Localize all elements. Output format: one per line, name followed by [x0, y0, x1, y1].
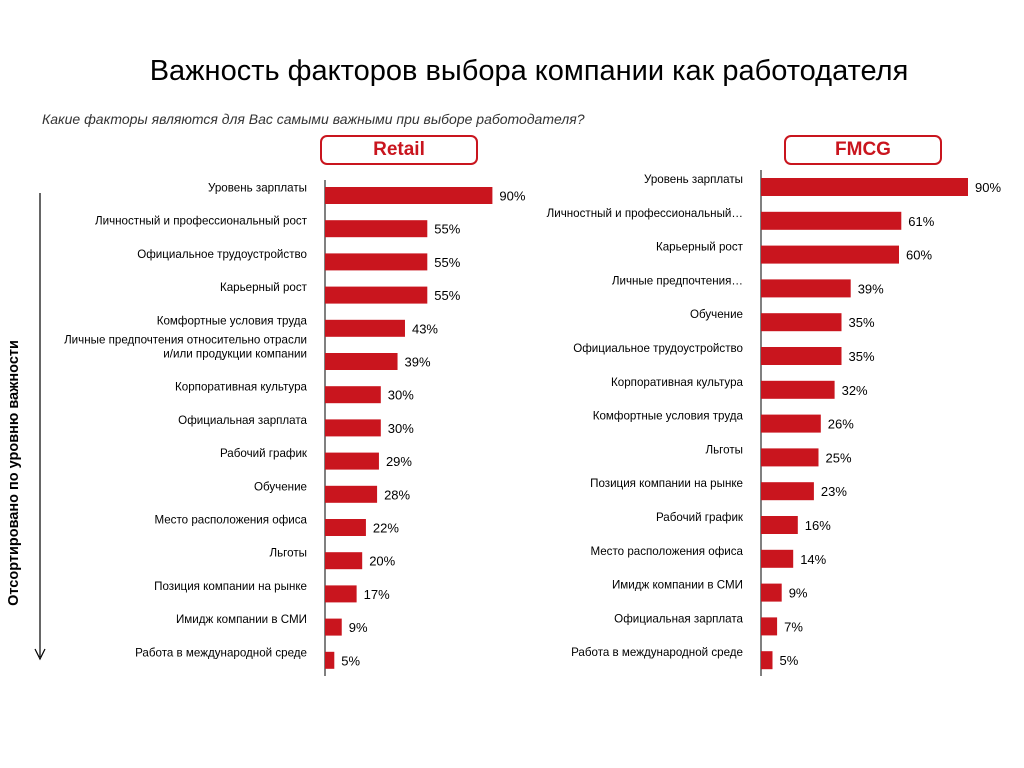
data-label: 60% [906, 248, 932, 263]
fmcg-tag: FMCG [784, 135, 942, 165]
data-label: 7% [784, 619, 803, 634]
retail-tag: Retail [320, 135, 478, 165]
data-label: 32% [842, 383, 868, 398]
category-label: Обучение [690, 308, 743, 321]
category-label: Рабочий график [220, 447, 308, 460]
category-label: Льготы [270, 547, 307, 560]
bar [325, 651, 335, 669]
category-label: Обучение [254, 480, 307, 493]
bar [325, 386, 381, 404]
bar [761, 245, 899, 264]
data-label: 30% [388, 421, 414, 436]
data-label: 55% [434, 255, 460, 270]
data-label: 5% [341, 653, 360, 668]
data-label: 9% [349, 620, 368, 635]
category-label: Карьерный рост [656, 241, 744, 254]
bar [761, 448, 819, 467]
category-label: Комфортные условия труда [157, 314, 308, 327]
category-label: Место расположения офиса [154, 514, 307, 527]
data-label: 26% [828, 417, 854, 432]
bar [761, 583, 782, 602]
bar [325, 220, 428, 238]
data-label: 17% [364, 587, 390, 602]
bar [761, 279, 851, 298]
bar [325, 452, 379, 470]
bar [325, 286, 428, 304]
bar [761, 414, 821, 433]
bar [761, 549, 794, 568]
category-label: Уровень зарплаты [208, 182, 307, 195]
data-label: 90% [975, 180, 1001, 195]
category-label: Личные предпочтения относительно отрасли… [64, 334, 307, 361]
sort-arrow [34, 193, 46, 661]
data-label: 55% [434, 222, 460, 237]
bar [325, 618, 342, 636]
bar [325, 319, 405, 337]
category-label: Официальная зарплата [614, 612, 743, 625]
bar [325, 419, 381, 437]
bar [325, 585, 357, 603]
data-label: 16% [805, 518, 831, 533]
category-label: Имидж компании в СМИ [176, 613, 307, 626]
category-label: Имидж компании в СМИ [612, 579, 743, 592]
bar [761, 380, 835, 399]
data-label: 23% [821, 484, 847, 499]
survey-question: Какие факторы являются для Вас самыми ва… [42, 111, 585, 127]
data-label: 28% [384, 487, 410, 502]
data-label: 20% [369, 554, 395, 569]
data-label: 25% [826, 450, 852, 465]
bar [761, 178, 968, 196]
category-label: Личностный и профессиональный рост [95, 215, 308, 228]
data-label: 5% [780, 653, 799, 668]
data-label: 22% [373, 521, 399, 536]
data-label: 43% [412, 321, 438, 336]
category-label: Уровень зарплаты [644, 173, 743, 186]
category-label: Карьерный рост [220, 281, 308, 294]
data-label: 90% [499, 189, 525, 204]
category-label: Льготы [706, 443, 743, 456]
category-label: Личные предпочтения… [612, 274, 743, 287]
bar [761, 617, 778, 636]
category-label: Официальная зарплата [178, 414, 307, 427]
category-label: Позиция компании на рынке [590, 477, 743, 490]
category-label: Комфортные условия труда [593, 410, 744, 423]
bar [761, 211, 902, 230]
bar [761, 651, 773, 670]
bar [325, 187, 493, 204]
data-label: 35% [849, 349, 875, 364]
bar [325, 552, 363, 570]
bar [761, 347, 842, 365]
bar [325, 519, 366, 536]
bar [761, 482, 814, 501]
bar [325, 253, 428, 271]
category-label: Официальное трудоустройство [137, 248, 307, 261]
page-title: Важность факторов выбора компании как ра… [149, 55, 909, 87]
category-label: Корпоративная культура [175, 381, 308, 394]
category-label: Работа в международной среде [135, 646, 307, 659]
data-label: 61% [908, 214, 934, 229]
data-label: 55% [434, 288, 460, 303]
fmcg-chart: 90% Уровень зарплаты 61% Личностный и профе… [547, 170, 1001, 676]
data-label: 29% [386, 454, 412, 469]
bar [761, 516, 798, 534]
category-label: Место расположения офиса [590, 545, 743, 558]
data-label: 39% [405, 355, 431, 370]
category-label: Официальное трудоустройство [573, 342, 743, 355]
category-label: Позиция компании на рынке [154, 580, 307, 593]
bar [761, 313, 842, 332]
data-label: 30% [388, 388, 414, 403]
category-label: Рабочий график [656, 511, 744, 524]
retail-chart: 90% Уровень зарплаты 55% Личностный и профе… [64, 180, 526, 676]
category-label: Личностный и профессиональный… [547, 207, 743, 220]
data-label: 35% [849, 315, 875, 330]
data-label: 14% [800, 552, 826, 567]
data-label: 9% [789, 586, 808, 601]
data-label: 39% [858, 281, 884, 296]
bar [325, 353, 398, 370]
category-label: Корпоративная культура [611, 376, 744, 389]
bar [325, 485, 378, 503]
category-label: Работа в международной среде [571, 646, 743, 659]
